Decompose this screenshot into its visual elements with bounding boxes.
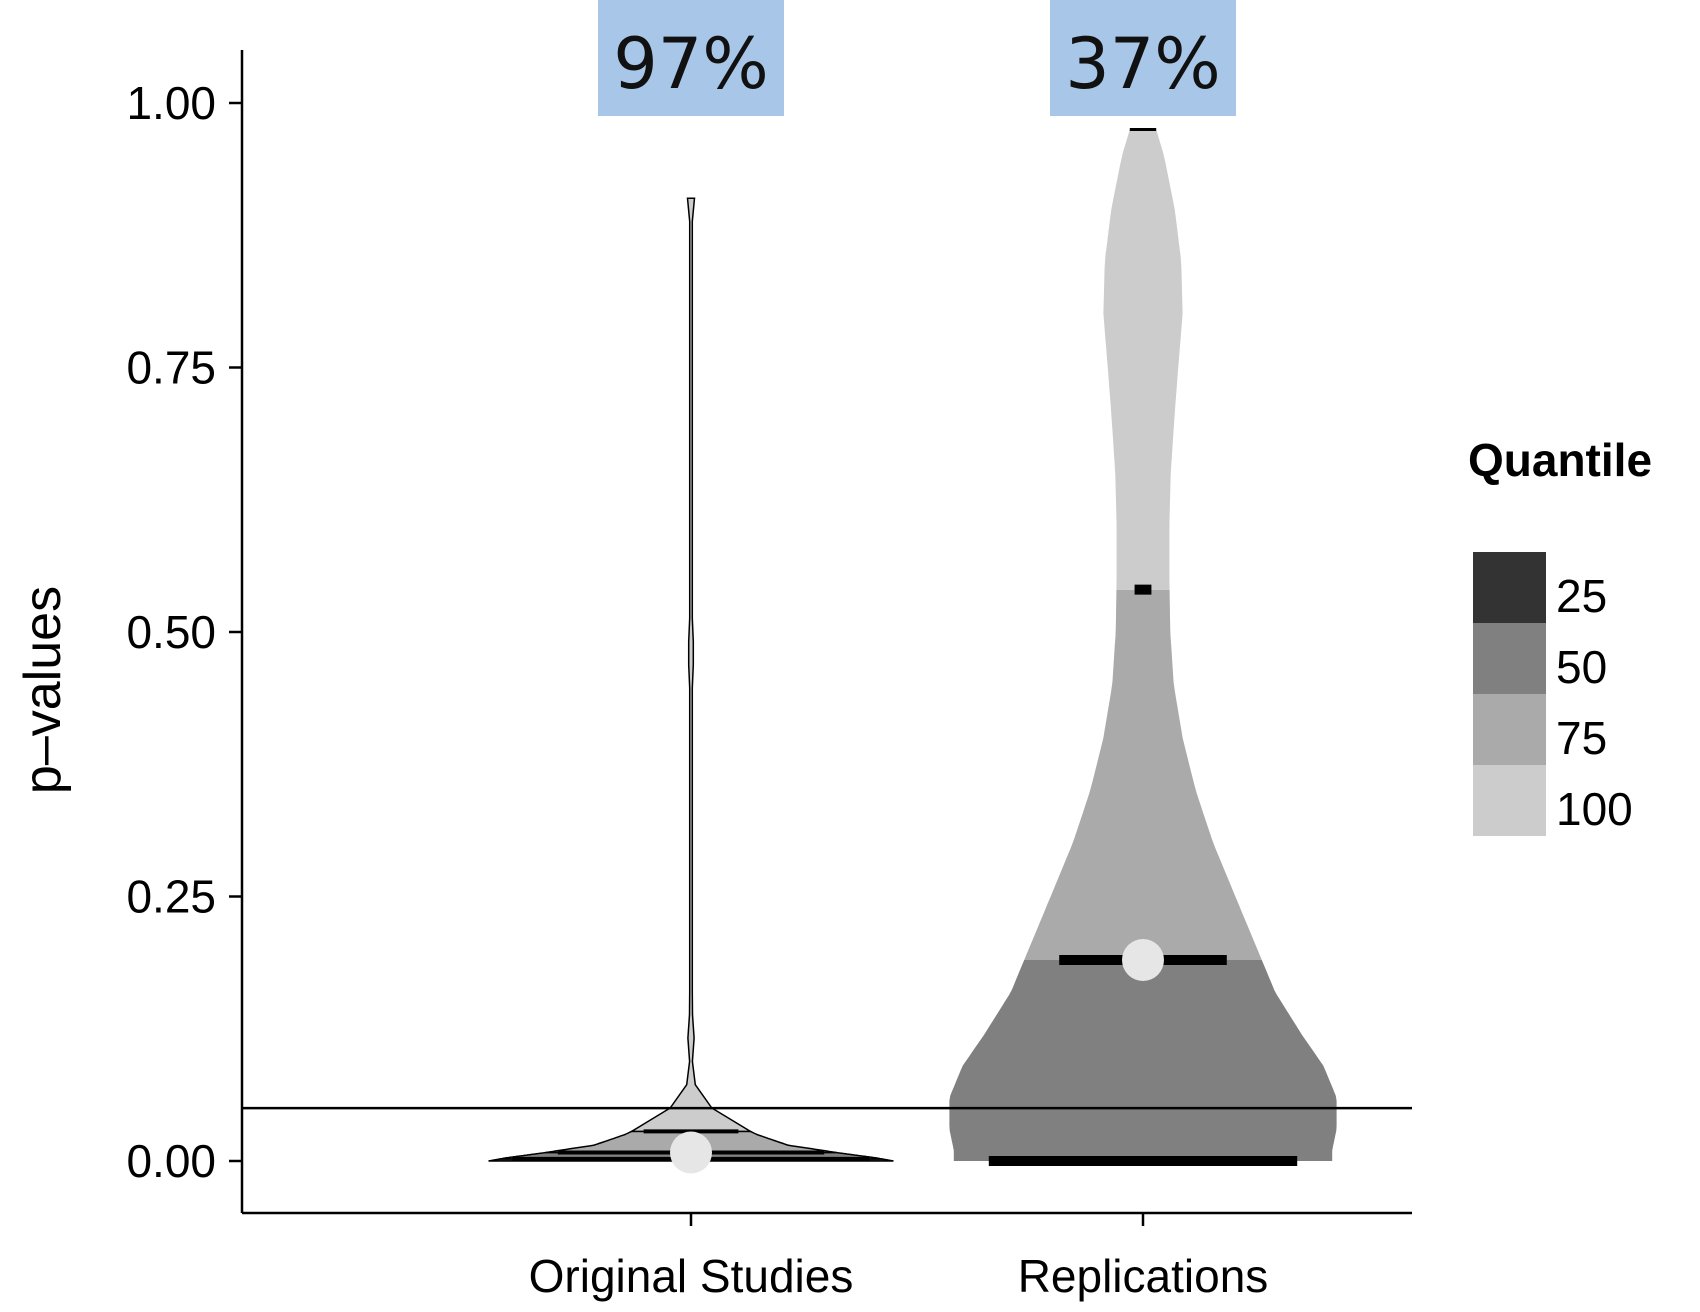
legend-label-50: 50 bbox=[1556, 641, 1607, 693]
legend-swatch-25 bbox=[1473, 552, 1546, 623]
y-tick-label-4: 1.00 bbox=[126, 77, 216, 129]
plot-area: 97% 37% bbox=[242, 0, 1412, 1174]
violin-band-replications-q4 bbox=[1103, 129, 1183, 590]
legend-title: Quantile bbox=[1468, 434, 1652, 486]
y-tick-label-3: 0.75 bbox=[126, 342, 216, 394]
legend: Quantile 25 50 75 100 bbox=[1468, 434, 1652, 836]
y-tick-label-0: 0.00 bbox=[126, 1135, 216, 1187]
legend-label-75: 75 bbox=[1556, 712, 1607, 764]
percent-box-original bbox=[598, 0, 784, 116]
mean-point-replications bbox=[1122, 938, 1164, 981]
legend-swatch-50 bbox=[1473, 623, 1546, 694]
y-axis-title: p–values bbox=[14, 586, 72, 794]
violin-band-replications-q2 bbox=[949, 960, 1337, 1161]
percent-box-replications bbox=[1050, 0, 1236, 116]
violin-band-replications-q3 bbox=[1024, 589, 1262, 960]
y-tick-label-2: 0.50 bbox=[126, 606, 216, 658]
y-tick-label-1: 0.25 bbox=[126, 871, 216, 923]
legend-label-100: 100 bbox=[1556, 783, 1633, 835]
legend-swatch-75 bbox=[1473, 694, 1546, 765]
legend-swatch-100 bbox=[1473, 765, 1546, 836]
legend-label-25: 25 bbox=[1556, 570, 1607, 622]
percent-label-replications: 37% bbox=[1065, 23, 1221, 105]
x-tick-label-original: Original Studies bbox=[529, 1250, 854, 1302]
percent-label-original: 97% bbox=[613, 23, 769, 105]
violin-band-original-q4 bbox=[628, 197, 754, 1133]
axes: p–values Original Studies Replications 0.0… bbox=[14, 50, 1412, 1302]
x-tick-label-replications: Replications bbox=[1018, 1250, 1269, 1302]
mean-point-original bbox=[670, 1131, 712, 1174]
